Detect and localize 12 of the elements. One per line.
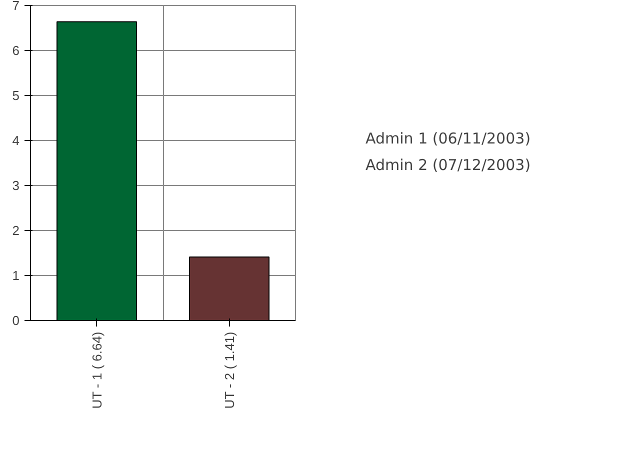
y-tick-label: 1	[12, 268, 20, 283]
y-tick-label: 7	[12, 0, 20, 13]
y-tick-label: 0	[12, 313, 20, 328]
text: Admin 2 (07/12/2003)	[366, 156, 531, 174]
y-tick-label: 2	[12, 223, 20, 238]
text: Admin 1 (06/11/2003)	[366, 129, 531, 148]
y-tick-label: 6	[12, 43, 20, 58]
y-tick-label: 4	[12, 133, 20, 148]
x-tick-label: UT - 1 ( 6.64)	[89, 332, 104, 409]
y-tick-label: 3	[12, 178, 20, 193]
y-tick-label: 5	[12, 88, 20, 103]
x-tick-label: UT - 2 ( 1.41)	[222, 332, 237, 409]
